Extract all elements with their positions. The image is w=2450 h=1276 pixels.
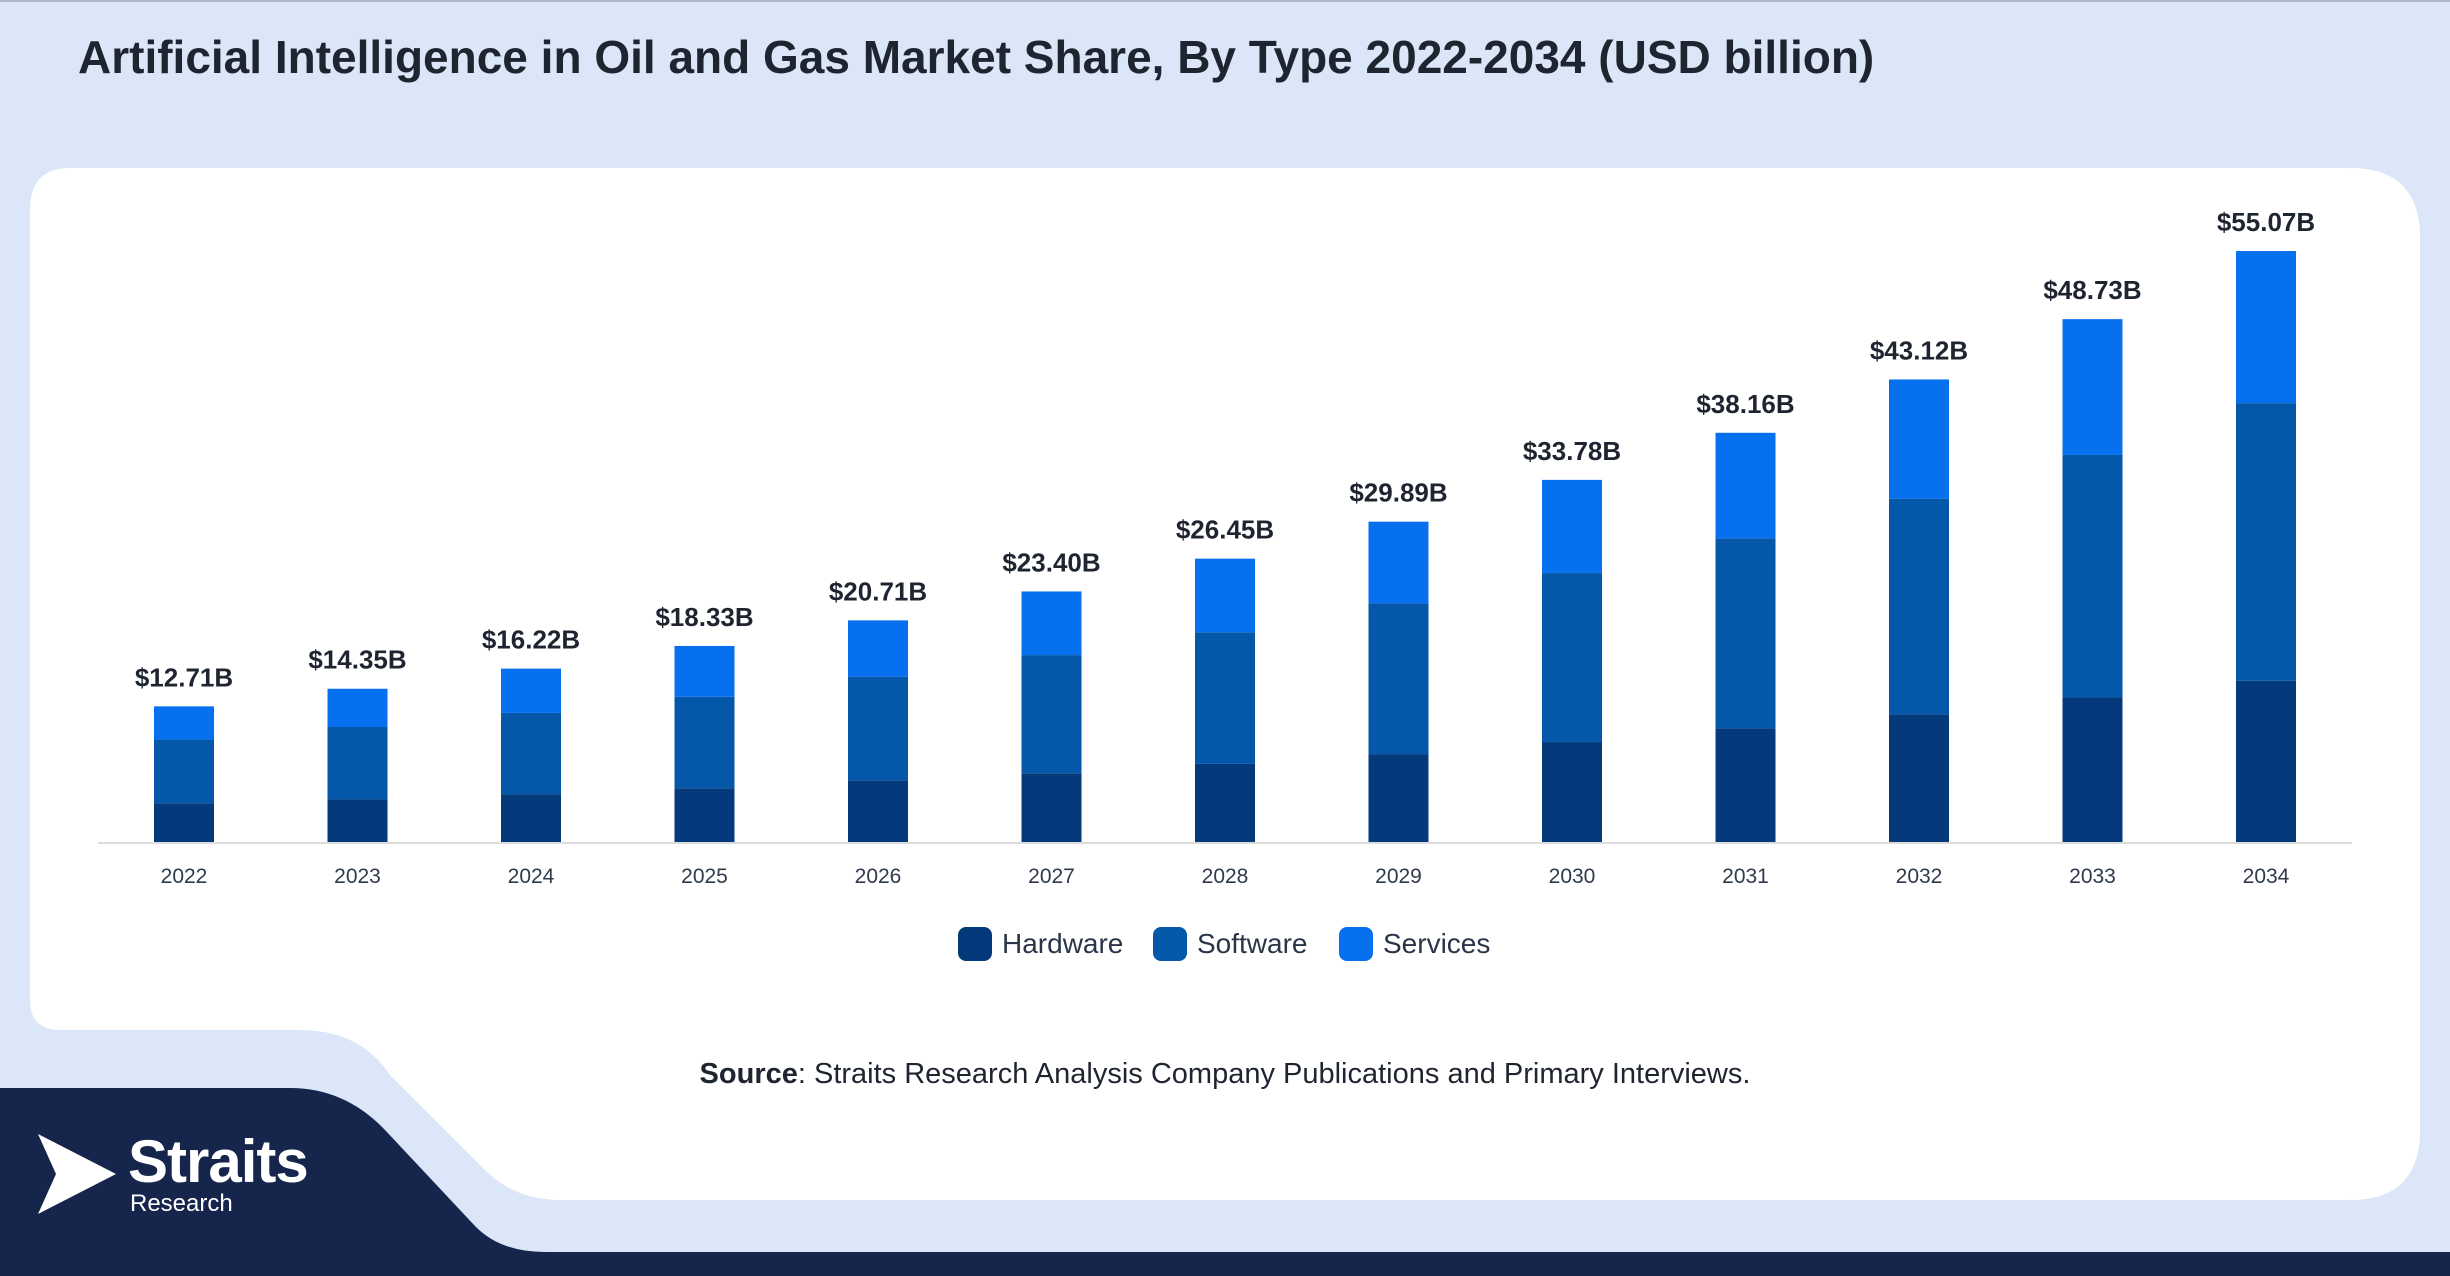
bar-software-2026 xyxy=(848,676,908,781)
total-label-2029: $29.89B xyxy=(1349,478,1447,508)
bar-hardware-2034 xyxy=(2236,680,2296,843)
top-border xyxy=(0,0,2450,2)
total-label-2027: $23.40B xyxy=(1002,547,1100,577)
x-tick-2033: 2033 xyxy=(2069,865,2116,888)
straits-research-logo: Straits Research xyxy=(36,1128,356,1228)
x-tick-2025: 2025 xyxy=(681,865,728,888)
bar-hardware-2028 xyxy=(1195,763,1255,843)
bar-services-2031 xyxy=(1715,432,1776,539)
bar-hardware-2027 xyxy=(1021,773,1082,843)
logo-arrow-icon xyxy=(38,1134,116,1214)
bar-services-2034 xyxy=(2236,251,2296,404)
bar-hardware-2025 xyxy=(674,788,735,843)
bar-software-2030 xyxy=(1542,573,1602,743)
total-label-2033: $48.73B xyxy=(2043,275,2141,305)
total-label-2022: $12.71B xyxy=(135,662,233,692)
bar-hardware-2032 xyxy=(1889,714,1949,843)
bar-hardware-2031 xyxy=(1715,728,1776,843)
legend-swatch-hardware xyxy=(958,927,992,961)
legend-label-hardware: Hardware xyxy=(1002,928,1123,959)
x-tick-2022: 2022 xyxy=(161,865,208,888)
bars-group xyxy=(154,251,2296,843)
logo-name: Straits xyxy=(128,1128,309,1195)
page-title: Artificial Intelligence in Oil and Gas M… xyxy=(78,31,1875,83)
bar-services-2030 xyxy=(1542,479,1602,574)
bar-services-2025 xyxy=(674,645,735,697)
bar-services-2032 xyxy=(1889,379,1949,499)
total-label-2031: $38.16B xyxy=(1696,389,1794,419)
x-tick-labels-group: 2022 2023 2024 2025 2026 2027 2028 2029 2030 2031… xyxy=(161,865,2290,888)
bar-hardware-2026 xyxy=(848,780,908,843)
bar-software-2022 xyxy=(154,739,214,804)
x-tick-2034: 2034 xyxy=(2243,865,2290,888)
total-label-2026: $20.71B xyxy=(829,576,927,606)
total-label-2028: $26.45B xyxy=(1176,515,1274,545)
bar-hardware-2030 xyxy=(1542,742,1602,843)
bar-hardware-2023 xyxy=(327,799,388,843)
bar-software-2032 xyxy=(1889,498,1949,715)
bar-software-2033 xyxy=(2062,454,2123,698)
source-label: Source xyxy=(699,1058,798,1090)
bar-software-2025 xyxy=(674,696,735,789)
legend-label-services: Services xyxy=(1383,928,1490,959)
x-tick-2027: 2027 xyxy=(1028,865,1075,888)
x-tick-2028: 2028 xyxy=(1202,865,1249,888)
legend: Hardware Software Services xyxy=(958,927,1490,961)
total-labels-group: $12.71B $14.35B $16.22B $18.33B $20.71B $23.4… xyxy=(135,207,2315,692)
bar-services-2027 xyxy=(1021,591,1082,656)
total-label-2030: $33.78B xyxy=(1523,436,1621,466)
total-label-2024: $16.22B xyxy=(482,625,580,655)
bar-services-2024 xyxy=(501,668,561,713)
x-tick-2029: 2029 xyxy=(1375,865,1422,888)
bar-services-2029 xyxy=(1368,521,1429,604)
bar-hardware-2024 xyxy=(501,794,561,843)
bar-hardware-2033 xyxy=(2062,697,2123,843)
x-tick-2030: 2030 xyxy=(1549,865,1596,888)
legend-swatch-software xyxy=(1153,927,1187,961)
bar-services-2023 xyxy=(327,688,388,728)
bar-software-2031 xyxy=(1715,538,1776,729)
total-label-2025: $18.33B xyxy=(655,602,753,632)
x-tick-2024: 2024 xyxy=(508,865,555,888)
bar-hardware-2029 xyxy=(1368,754,1429,843)
bar-services-2033 xyxy=(2062,319,2123,455)
total-label-2023: $14.35B xyxy=(308,645,406,675)
bar-software-2029 xyxy=(1368,603,1429,755)
footer-dark-shape xyxy=(0,1088,2450,1276)
x-tick-2031: 2031 xyxy=(1722,865,1769,888)
bar-software-2024 xyxy=(501,712,561,795)
total-label-2034: $55.07B xyxy=(2217,207,2315,237)
x-tick-2026: 2026 xyxy=(855,865,902,888)
legend-swatch-services xyxy=(1339,927,1373,961)
x-tick-2032: 2032 xyxy=(1896,865,1943,888)
logo-subtitle: Research xyxy=(130,1190,233,1217)
source-text: : Straits Research Analysis Company Publ… xyxy=(797,1058,1751,1090)
bar-software-2034 xyxy=(2236,403,2296,681)
legend-label-software: Software xyxy=(1197,928,1308,959)
bar-hardware-2022 xyxy=(154,803,214,843)
bar-software-2027 xyxy=(1021,655,1082,774)
bar-software-2028 xyxy=(1195,632,1255,764)
bar-software-2023 xyxy=(327,727,388,800)
source-note: Source: Straits Research Analysis Compan… xyxy=(0,1058,2450,1091)
bar-services-2026 xyxy=(848,620,908,677)
x-tick-2023: 2023 xyxy=(334,865,381,888)
bar-services-2028 xyxy=(1195,558,1255,633)
total-label-2032: $43.12B xyxy=(1870,335,1968,365)
bar-services-2022 xyxy=(154,706,214,740)
